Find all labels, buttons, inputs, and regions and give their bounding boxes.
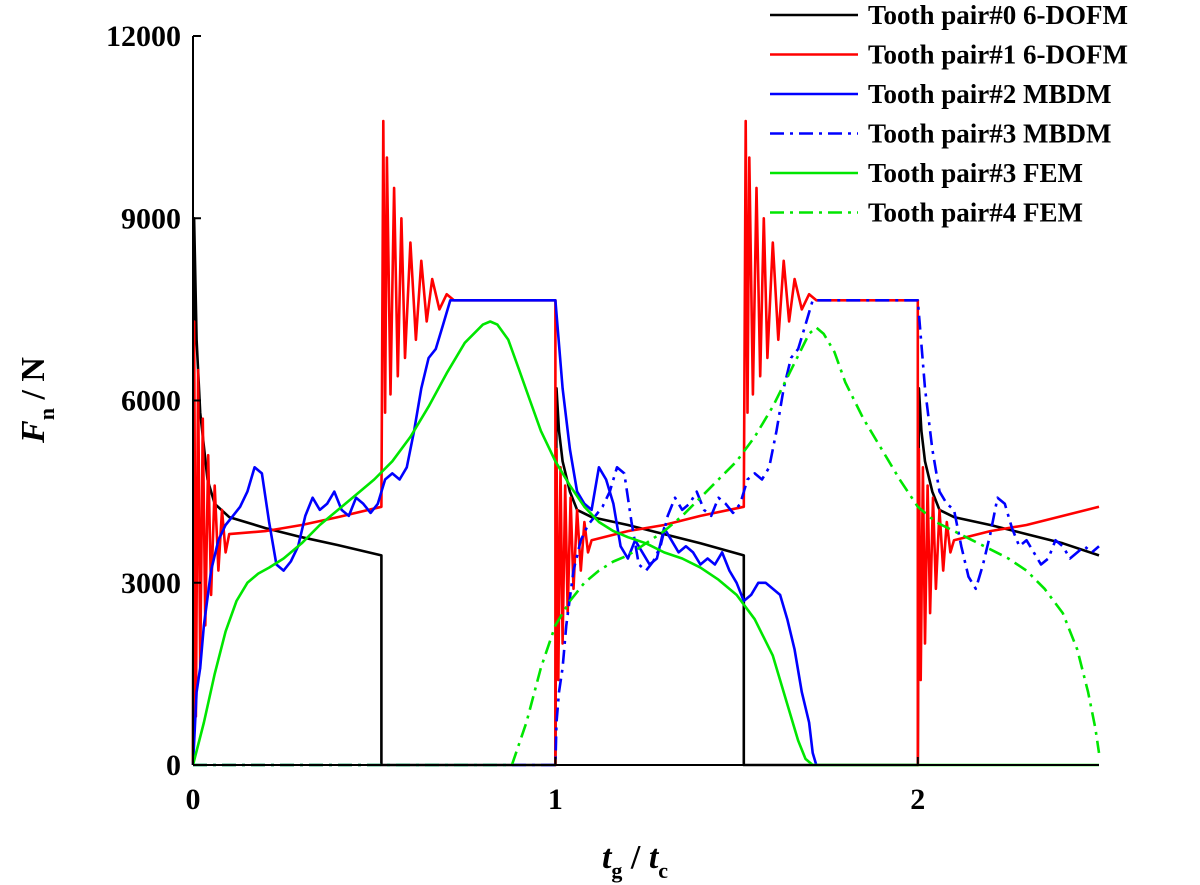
series-line-3 bbox=[193, 299, 1100, 767]
legend-item-5: Tooth pair#4 FEM bbox=[770, 198, 1083, 228]
legend-label-0: Tooth pair#0 6-DOFM bbox=[868, 0, 1128, 30]
legend-item-1: Tooth pair#1 6-DOFM bbox=[770, 40, 1128, 70]
legend-item-2: Tooth pair#2 MBDM bbox=[770, 79, 1112, 109]
legend-item-3: Tooth pair#3 MBDM bbox=[770, 119, 1112, 149]
x-axis-title-main2: t bbox=[649, 839, 660, 876]
series-layer bbox=[191, 119, 1101, 767]
x-axis-title-main: t bbox=[602, 839, 613, 876]
x-axis-title-sub: g bbox=[611, 858, 622, 883]
tick-layer: 0 1 2 0 3000 6000 9000 12000 bbox=[106, 20, 925, 816]
series-line-5 bbox=[193, 326, 1101, 767]
x-axis-title-sub2: c bbox=[658, 858, 668, 883]
x-axis-title-sep: / bbox=[622, 839, 648, 876]
y-axis-title: Fn / N bbox=[15, 357, 59, 444]
x-tick-label-0: 0 bbox=[186, 783, 201, 816]
legend-item-0: Tooth pair#0 6-DOFM bbox=[770, 0, 1128, 30]
legend-label-5: Tooth pair#4 FEM bbox=[868, 198, 1083, 228]
y-tick-label-1: 3000 bbox=[121, 567, 181, 600]
x-axis-title: tg / tc bbox=[602, 839, 668, 883]
legend-label-3: Tooth pair#3 MBDM bbox=[868, 119, 1112, 149]
y-tick-label-4: 12000 bbox=[106, 20, 181, 53]
series-line-2 bbox=[191, 299, 818, 766]
y-tick-label-0: 0 bbox=[166, 749, 181, 782]
y-axis-title-unit: / N bbox=[15, 357, 52, 408]
y-axis-title-sub: n bbox=[34, 408, 59, 420]
legend-label-4: Tooth pair#3 FEM bbox=[868, 158, 1083, 188]
series-line-4 bbox=[191, 320, 1099, 767]
legend: Tooth pair#0 6-DOFM Tooth pair#1 6-DOFM To… bbox=[770, 0, 1128, 228]
x-tick-label-2: 2 bbox=[910, 783, 925, 816]
y-axis-title-main: F bbox=[15, 420, 52, 444]
plot-frame bbox=[193, 36, 1099, 765]
series-line-1 bbox=[191, 119, 1100, 767]
x-tick-label-1: 1 bbox=[548, 783, 563, 816]
y-tick-label-2: 6000 bbox=[121, 385, 181, 418]
plot-area: 0 1 2 0 3000 6000 9000 12000 bbox=[106, 20, 1101, 816]
legend-item-4: Tooth pair#3 FEM bbox=[770, 158, 1083, 188]
legend-label-2: Tooth pair#2 MBDM bbox=[868, 79, 1112, 109]
legend-label-1: Tooth pair#1 6-DOFM bbox=[868, 40, 1128, 70]
y-tick-label-3: 9000 bbox=[121, 202, 181, 235]
